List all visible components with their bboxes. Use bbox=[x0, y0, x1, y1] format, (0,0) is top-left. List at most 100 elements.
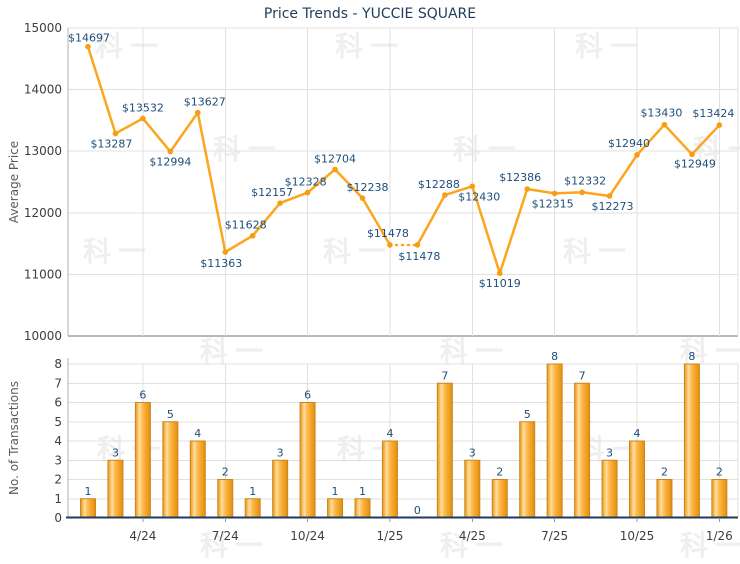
y-axis-tick-label: 4 bbox=[54, 434, 62, 448]
watermark: 科一 bbox=[563, 235, 634, 268]
y-axis-tick-label: 15000 bbox=[24, 21, 62, 35]
x-axis-tick-label: 4/24 bbox=[129, 529, 156, 543]
bar-value-label: 7 bbox=[441, 369, 448, 382]
price-point-label: $14697 bbox=[68, 32, 110, 45]
bar-value-label: 3 bbox=[606, 446, 613, 459]
bar-value-label: 2 bbox=[222, 466, 229, 479]
price-trends-page: { "title": "Price Trends - YUCCIE SQUARE… bbox=[7, 6, 740, 562]
x-axis-tick-label: 10/24 bbox=[290, 529, 325, 543]
watermark: 科一 bbox=[200, 335, 271, 368]
price-point-label: $13627 bbox=[184, 96, 226, 109]
x-axis-tick-label: 10/25 bbox=[620, 529, 655, 543]
y-axis-tick-label: 10000 bbox=[24, 329, 62, 343]
price-point bbox=[524, 186, 530, 192]
bar-value-label: 5 bbox=[524, 408, 531, 421]
price-point bbox=[496, 270, 503, 277]
bar bbox=[299, 402, 316, 518]
price-point-label: $13424 bbox=[692, 107, 734, 120]
price-point-label: $12430 bbox=[458, 190, 500, 203]
bar-value-label: 2 bbox=[496, 466, 503, 479]
y-axis-tick-label: 5 bbox=[54, 415, 62, 429]
bar bbox=[601, 459, 618, 518]
bar-value-label: 2 bbox=[716, 466, 723, 479]
bar-value-label: 6 bbox=[304, 389, 311, 402]
y-axis-tick-label: 8 bbox=[54, 357, 62, 371]
transactions-y-axis-title: No. of Transactions bbox=[7, 380, 21, 496]
price-point-label: $12273 bbox=[592, 200, 634, 213]
bar-value-label: 3 bbox=[112, 446, 119, 459]
bar-value-label: 4 bbox=[194, 427, 201, 440]
price-point-label: $12315 bbox=[532, 197, 574, 210]
y-axis-tick-label: 0 bbox=[54, 511, 62, 525]
price-point-label: $12288 bbox=[418, 178, 460, 191]
bar-value-label: 6 bbox=[139, 389, 146, 402]
bar bbox=[80, 498, 96, 518]
price-point-label: $13287 bbox=[90, 138, 132, 151]
bar-value-label: 1 bbox=[249, 485, 256, 498]
price-point-label: $11628 bbox=[225, 219, 267, 232]
price-point bbox=[414, 242, 421, 248]
transactions-panel: 8 7 6 5 4 3 2 1 0 1 3 6 5 4 2 1 3 6 1 1 4 0 7 3 2 5 8 7 3 4 2 8 2 4/24 7/2… bbox=[54, 350, 739, 543]
watermark: 科一 bbox=[440, 335, 511, 368]
bar-value-label: 3 bbox=[469, 446, 476, 459]
watermark: 科一 bbox=[213, 133, 284, 166]
price-point bbox=[689, 151, 695, 158]
bar-value-label: 8 bbox=[551, 350, 558, 363]
bar bbox=[519, 421, 536, 518]
bar bbox=[107, 459, 124, 518]
bar bbox=[656, 479, 673, 518]
bar bbox=[491, 479, 508, 518]
price-point-label: $13430 bbox=[640, 107, 682, 120]
bar-value-label: 0 bbox=[414, 504, 421, 517]
price-point bbox=[112, 130, 119, 137]
x-axis-tick-label: 7/25 bbox=[541, 529, 568, 543]
price-point-label: $12157 bbox=[251, 186, 293, 199]
price-point bbox=[304, 189, 311, 196]
price-point-label: $12328 bbox=[285, 176, 327, 189]
price-point-label: $12386 bbox=[499, 171, 541, 184]
price-point bbox=[277, 200, 283, 206]
price-point bbox=[716, 122, 723, 128]
y-axis-tick-label: 11000 bbox=[24, 267, 62, 281]
x-axis-tick-label: 7/24 bbox=[212, 529, 239, 543]
bar bbox=[574, 382, 591, 518]
bar-value-label: 7 bbox=[579, 369, 586, 382]
price-point-label: $11019 bbox=[479, 277, 521, 290]
watermark: 科一 bbox=[453, 133, 524, 166]
y-axis-tick-label: 3 bbox=[54, 453, 62, 467]
price-point-label: $13532 bbox=[122, 101, 164, 114]
bar bbox=[217, 479, 234, 518]
price-point bbox=[551, 190, 558, 197]
watermark: 科一 bbox=[83, 235, 154, 268]
y-axis-tick-label: 2 bbox=[54, 473, 62, 487]
bar-value-label: 1 bbox=[332, 485, 339, 498]
bar-value-label: 5 bbox=[167, 408, 174, 421]
bar bbox=[464, 459, 481, 518]
y-axis-tick-label: 14000 bbox=[24, 83, 62, 97]
price-point bbox=[634, 152, 640, 158]
bar bbox=[244, 498, 261, 518]
x-axis-tick-label: 1/25 bbox=[376, 529, 403, 543]
price-point bbox=[195, 109, 201, 116]
price-point bbox=[579, 189, 585, 196]
price-point bbox=[469, 183, 476, 190]
x-axis-tick-label: 4/25 bbox=[459, 529, 486, 543]
price-point-label: $11478 bbox=[398, 250, 440, 263]
price-point bbox=[167, 148, 174, 155]
price-point bbox=[249, 232, 256, 239]
bar-value-label: 2 bbox=[661, 466, 668, 479]
x-axis-tick-label: 1/26 bbox=[706, 529, 733, 543]
price-point bbox=[140, 115, 146, 122]
bar-value-label: 4 bbox=[386, 427, 393, 440]
price-point-label: $12994 bbox=[149, 156, 191, 169]
price-point bbox=[442, 192, 448, 198]
chart-title: Price Trends - YUCCIE SQUARE bbox=[263, 6, 477, 22]
price-y-axis-title: Average Price bbox=[7, 140, 21, 224]
y-axis-tick-label: 6 bbox=[54, 396, 62, 410]
price-point-label: $12940 bbox=[608, 137, 650, 150]
bar-value-label: 4 bbox=[634, 427, 641, 440]
bar bbox=[436, 382, 453, 518]
price-point bbox=[222, 249, 229, 255]
price-point bbox=[606, 193, 613, 199]
y-axis-tick-label: 1 bbox=[54, 492, 62, 506]
